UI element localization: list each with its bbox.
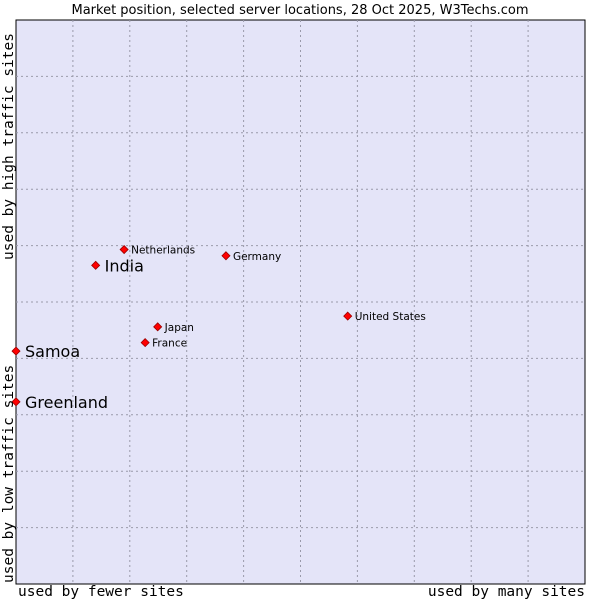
x-axis-label-low: used by fewer sites — [18, 584, 184, 600]
point-label-germany: Germany — [233, 251, 281, 263]
data-point-germany — [221, 251, 231, 261]
data-point-greenland — [11, 397, 21, 407]
point-label-india: India — [105, 256, 144, 275]
y-axis-label-low: used by low traffic sites — [1, 364, 17, 583]
data-point-netherlands — [119, 244, 129, 255]
y-axis-label-high: used by high traffic sites — [1, 33, 17, 260]
grid-lines — [16, 20, 585, 584]
point-label-netherlands: Netherlands — [131, 245, 195, 257]
chart-title: Market position, selected server locatio… — [71, 3, 529, 18]
x-axis-label-high: used by many sites — [427, 584, 585, 600]
point-label-samoa: Samoa — [25, 342, 80, 361]
data-point-samoa — [11, 346, 21, 356]
point-label-united-states: United States — [355, 311, 426, 323]
data-point-france — [140, 338, 150, 348]
data-point-united-states — [343, 311, 353, 321]
data-point-india — [91, 260, 101, 270]
point-label-greenland: Greenland — [25, 393, 108, 412]
data-point-japan — [153, 322, 163, 332]
point-label-japan: Japan — [164, 322, 194, 334]
point-label-france: France — [152, 338, 187, 350]
